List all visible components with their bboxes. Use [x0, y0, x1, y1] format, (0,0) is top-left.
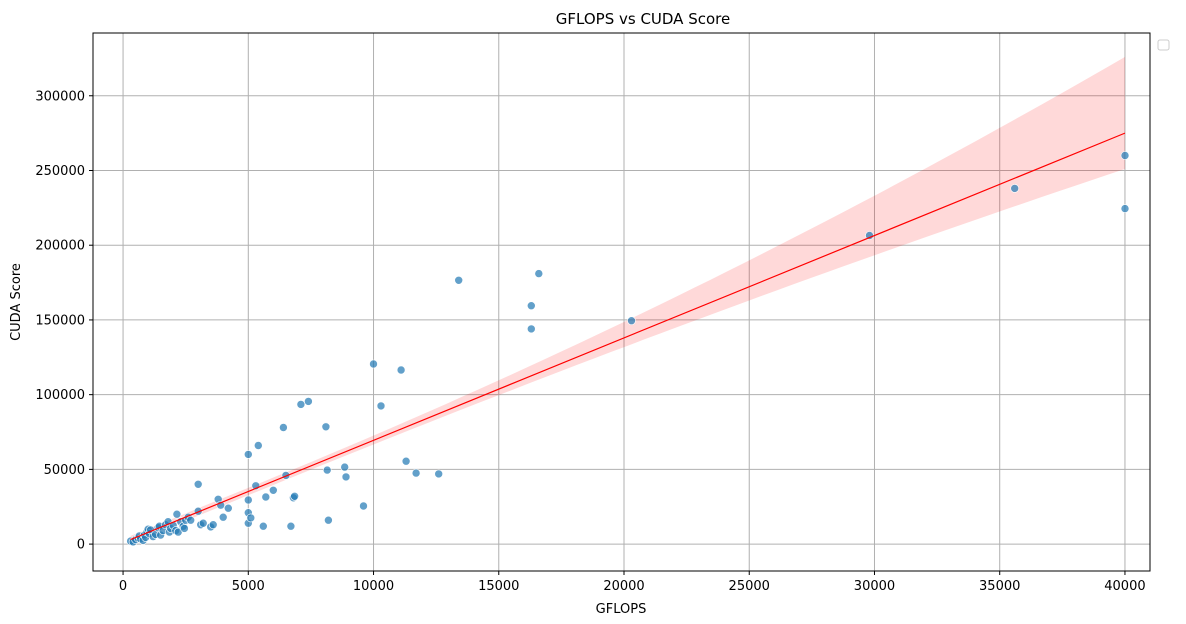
data-point [261, 492, 271, 502]
data-point [224, 503, 233, 513]
legend [1157, 39, 1170, 51]
data-point [180, 524, 189, 533]
data-point [198, 518, 208, 528]
data-point [324, 515, 333, 525]
chart-title: GFLOPS vs CUDA Score [556, 10, 730, 28]
y-axis-label: CUDA Score [9, 263, 24, 341]
data-point [369, 359, 378, 369]
y-tick-label: 100000 [35, 388, 85, 403]
data-point [454, 275, 464, 285]
grid [93, 33, 1150, 571]
x-tick-label: 30000 [854, 579, 895, 594]
data-point [1010, 184, 1020, 193]
data-point [411, 468, 421, 478]
y-tick-label: 0 [77, 538, 85, 553]
data-point [290, 491, 299, 501]
data-point [627, 316, 636, 326]
data-point [279, 423, 288, 432]
data-point [341, 472, 351, 482]
regression-line [130, 132, 1126, 541]
x-tick-label: 40000 [1104, 579, 1145, 594]
y-tick-label: 300000 [35, 89, 85, 104]
y-tick-label: 250000 [35, 164, 85, 179]
data-point [1120, 151, 1130, 160]
plot-frame [92, 32, 1151, 572]
data-points [126, 151, 1130, 547]
axis-ticks: 0 5000 10000 15000 20000 25000 30000 35000 40000… [35, 89, 1145, 594]
x-tick-label: 25000 [729, 579, 770, 594]
data-point [258, 521, 268, 531]
data-point [268, 485, 278, 495]
data-point [173, 527, 183, 537]
data-point [359, 501, 368, 511]
data-point [340, 462, 350, 472]
x-tick-label: 20000 [603, 579, 644, 594]
data-point [218, 512, 228, 522]
data-point [172, 509, 182, 519]
data-point [321, 422, 331, 432]
x-tick-label: 35000 [979, 579, 1020, 594]
data-point [244, 450, 253, 459]
data-point [193, 479, 203, 489]
data-point [208, 520, 218, 530]
data-point [322, 465, 332, 475]
data-point [434, 469, 444, 479]
data-point [1120, 204, 1130, 213]
data-point [253, 441, 263, 450]
x-axis-label: GFLOPS [596, 602, 647, 617]
confidence-band-layer [130, 56, 1126, 544]
regression-line-layer [130, 132, 1126, 541]
data-point [401, 456, 411, 466]
y-tick-label: 50000 [44, 463, 85, 478]
data-point [286, 521, 296, 531]
data-point [244, 495, 253, 505]
y-tick-label: 200000 [35, 239, 85, 254]
x-tick-label: 15000 [478, 579, 519, 594]
data-point [246, 513, 256, 523]
data-point [296, 400, 306, 409]
data-point [304, 397, 313, 406]
data-point [534, 269, 544, 278]
data-point [396, 365, 406, 375]
data-point [526, 324, 536, 334]
confidence-band [130, 56, 1126, 544]
data-point [526, 301, 536, 311]
y-tick-label: 150000 [35, 313, 85, 328]
x-tick-label: 10000 [353, 579, 394, 594]
x-tick-label: 5000 [232, 579, 265, 594]
data-point [376, 401, 386, 411]
x-tick-label: 0 [119, 579, 127, 594]
data-point [186, 515, 195, 525]
